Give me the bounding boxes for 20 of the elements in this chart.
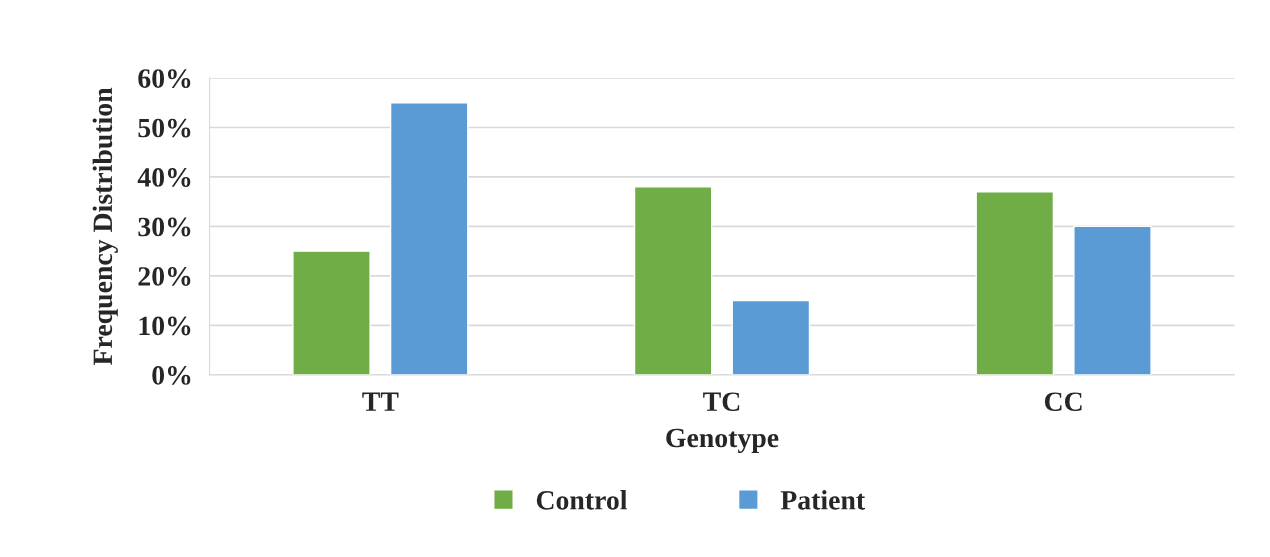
x-tick-label: CC <box>1044 392 1082 412</box>
legend-label: Control <box>536 490 628 510</box>
bar <box>389 102 469 375</box>
y-axis-title: Frequency Distribution <box>92 87 118 365</box>
x-axis-title: Genotype <box>666 428 779 454</box>
y-tick-label: 40% <box>137 168 191 187</box>
y-tick-label: 10% <box>139 316 191 336</box>
y-tick-label: 60% <box>138 69 191 88</box>
bar <box>731 299 811 375</box>
bar <box>1073 225 1152 375</box>
x-tick-label: TT <box>362 392 399 411</box>
x-tick-label: TC <box>703 392 740 412</box>
y-tick-label: 50% <box>138 118 191 138</box>
y-tick-label: 0% <box>152 366 191 385</box>
y-tick-label: 30% <box>138 217 191 237</box>
y-tick-label: 20% <box>138 267 191 286</box>
bar <box>975 191 1055 375</box>
bar <box>633 186 713 375</box>
bar <box>292 250 371 375</box>
legend-label: Patient <box>780 490 866 510</box>
